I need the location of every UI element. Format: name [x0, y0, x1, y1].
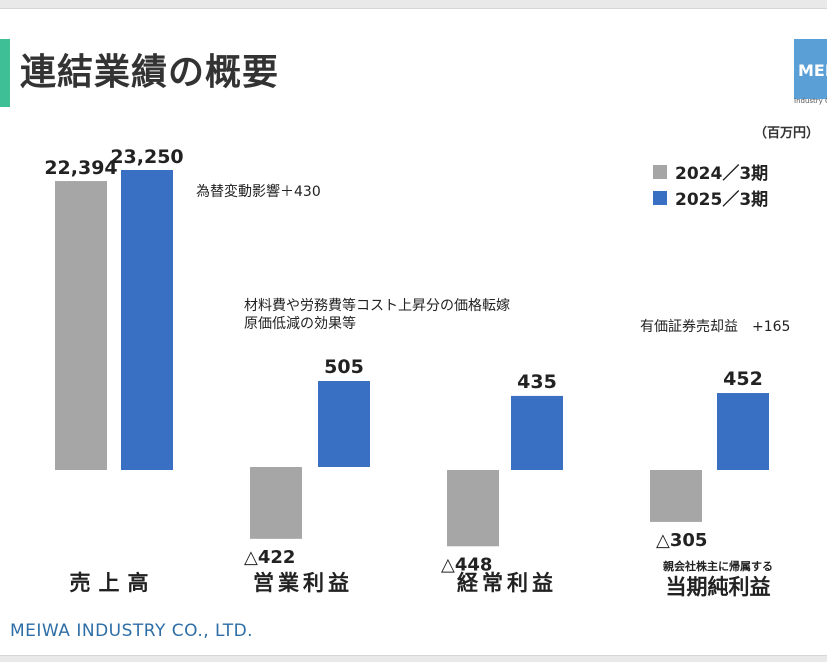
annotation-op-line1: 材料費や労務費等コスト上昇分の価格転嫁 [244, 298, 510, 314]
logo-text: MEIWA [798, 61, 827, 80]
company-logo [794, 39, 827, 99]
category-label-1: 営業利益 [253, 571, 353, 595]
bar-sales-2025 [121, 170, 173, 470]
category-label-3: 当期純利益 [666, 575, 771, 599]
bar-net-profit-2025 [717, 393, 769, 470]
data-label-sales-2024: 22,394 [44, 157, 117, 179]
data-label-operating-profit-2025: 505 [324, 356, 364, 378]
category-label-0: 売上高 [70, 571, 157, 595]
page-title: 連結業績の概要 [20, 52, 280, 93]
annotation-securities-gain: 有価証券売却益 +165 [640, 319, 791, 335]
title-accent-bar [0, 39, 10, 107]
bar-operating-profit-2025 [318, 381, 370, 467]
footer-company-name: MEIWA INDUSTRY CO., LTD. [10, 621, 254, 641]
data-label-net-profit-2024: △305 [656, 530, 707, 551]
data-label-ordinary-profit-2024: △448 [441, 554, 492, 575]
data-label-sales-2025: 23,250 [110, 146, 183, 168]
legend-item-2024: 2024／3期 [653, 159, 768, 184]
annotation-op-line2: 原価低減の効果等 [244, 316, 356, 332]
legend-swatch-2024 [653, 164, 667, 179]
bar-ordinary-profit-2024 [447, 470, 499, 547]
legend-label-2024: 2024／3期 [675, 164, 769, 184]
bar-sales-2024 [55, 181, 107, 470]
data-label-net-profit-2025: 452 [723, 368, 763, 390]
bar-operating-profit-2024 [250, 467, 302, 539]
bar-net-profit-2024 [650, 470, 702, 522]
data-label-operating-profit-2024: △422 [244, 547, 295, 568]
legend-item-2025: 2025／3期 [653, 185, 768, 210]
category-label-2: 経常利益 [457, 571, 557, 595]
bar-ordinary-profit-2025 [511, 395, 563, 470]
legend-label-2025: 2025／3期 [675, 190, 769, 210]
category-sublabel-3: 親会社株主に帰属する [663, 559, 773, 573]
legend-swatch-2025 [653, 190, 667, 205]
unit-label: （百万円） [754, 126, 820, 141]
data-label-ordinary-profit-2025: 435 [517, 371, 557, 393]
logo-subtext: Industry Co. [794, 97, 827, 105]
annotation-fx-impact: 為替変動影響＋430 [196, 184, 321, 200]
